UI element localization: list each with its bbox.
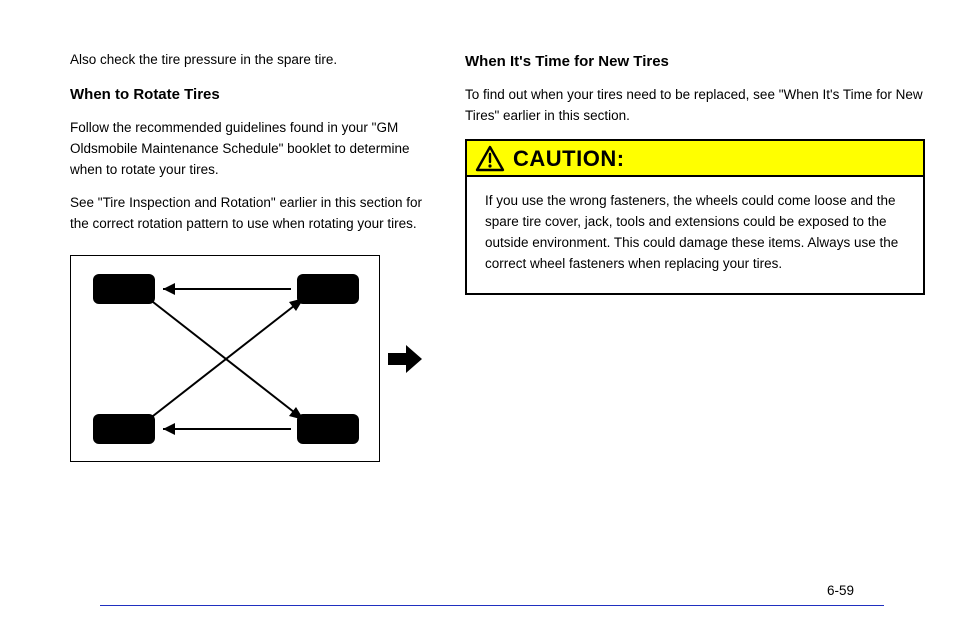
subhead-rotate: When to Rotate Tires: [70, 83, 425, 106]
tire-rotation-box: [70, 255, 380, 462]
caution-box: CAUTION: If you use the wrong fasteners,…: [465, 139, 925, 295]
tire-rotation-svg: [71, 256, 381, 463]
para-rotate-guide: Follow the recommended guidelines found …: [70, 118, 425, 181]
para-new-tires: To find out when your tires need to be r…: [465, 85, 925, 127]
footer-rule: 6-59: [100, 605, 884, 606]
caution-body-text: If you use the wrong fasteners, the whee…: [467, 177, 923, 293]
front-direction-arrow-icon: [388, 343, 424, 375]
para-rotate-pattern: See "Tire Inspection and Rotation" earli…: [70, 193, 425, 235]
caution-header: CAUTION:: [467, 141, 923, 177]
warning-triangle-icon: [475, 145, 505, 173]
tire-rotation-figure: [70, 255, 425, 470]
caution-title: CAUTION:: [513, 146, 625, 172]
page-number: 6-59: [827, 583, 854, 598]
subhead-new-tires: When It's Time for New Tires: [465, 50, 925, 73]
para-spare: Also check the tire pressure in the spar…: [70, 50, 425, 71]
